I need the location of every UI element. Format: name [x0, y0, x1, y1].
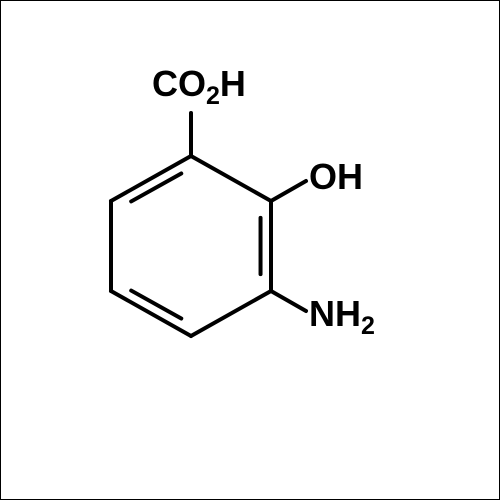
nh2-text-1: NH [309, 293, 361, 334]
cooh-sub: 2 [206, 82, 220, 110]
molecule-diagram [1, 1, 500, 501]
substituent-bonds [191, 113, 306, 311]
oh-label: OH [309, 156, 363, 198]
nh2-sub: 2 [361, 312, 375, 340]
cooh-text-2: H [220, 63, 246, 104]
nh2-label: NH2 [309, 293, 375, 341]
cooh-text-1: CO [152, 63, 206, 104]
benzene-ring [111, 156, 271, 336]
cooh-label: CO2H [152, 63, 246, 111]
oh-text: OH [309, 156, 363, 197]
